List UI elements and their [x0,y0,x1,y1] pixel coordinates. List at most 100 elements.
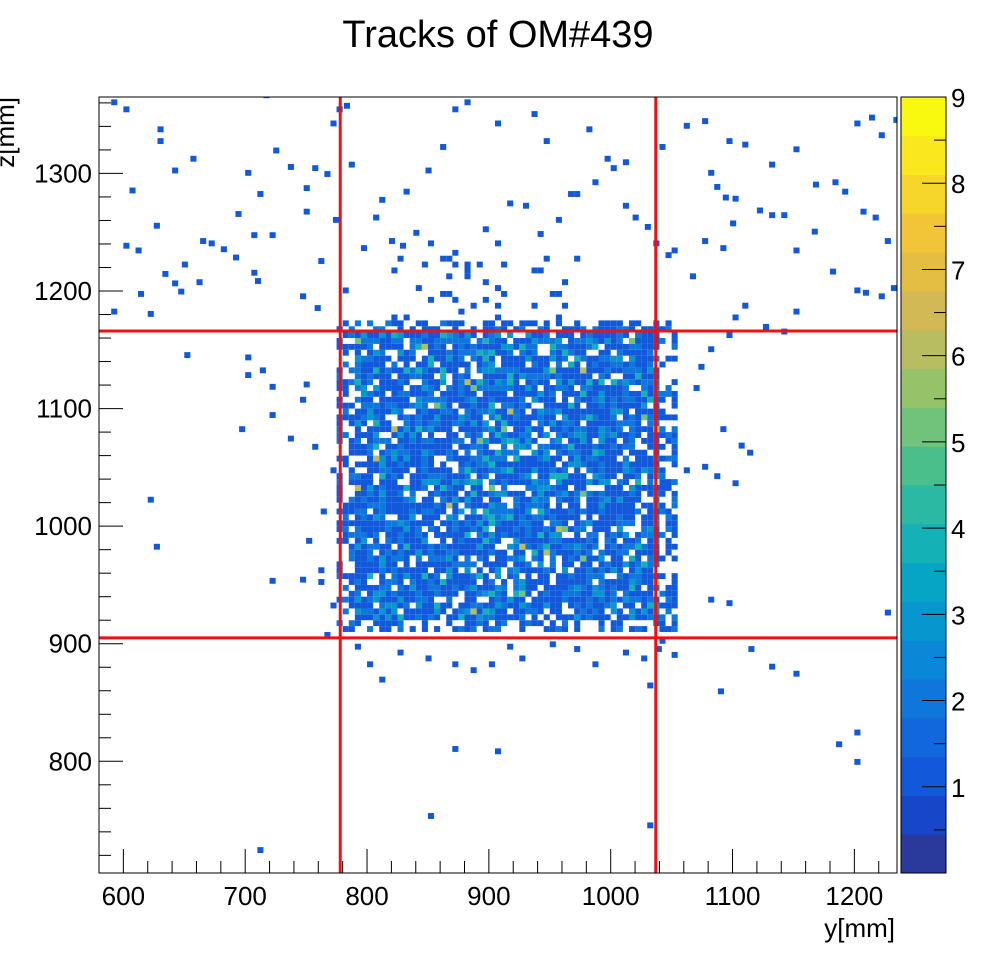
heatmap-cell [635,549,642,556]
heatmap-cell [354,573,361,580]
heatmap-cell [549,549,556,556]
heatmap-cell [671,555,678,562]
heatmap-cell [421,461,428,468]
heatmap-cell [415,602,422,609]
heatmap-cell [543,455,550,462]
heatmap-cell [555,332,562,339]
heatmap-cell [574,514,581,521]
heatmap-cell [409,449,416,456]
heatmap-cell [303,381,310,388]
heatmap-cell [531,302,538,309]
heatmap-cell [476,485,483,491]
heatmap-cell [421,261,428,268]
heatmap-cell [421,373,428,380]
heatmap-cell [464,555,471,562]
heatmap-cell [446,479,453,485]
heatmap-cell [507,461,514,468]
heatmap-cell [482,437,489,444]
colorbar-segment [901,407,946,447]
heatmap-cell [574,408,581,415]
heatmap-cell [616,526,623,533]
heatmap-cell [452,332,459,339]
heatmap-cell [610,449,617,456]
heatmap-cell [586,549,593,556]
heatmap-cell [391,549,398,556]
heatmap-cell [610,461,617,468]
heatmap-cell [452,373,459,380]
heatmap-cell [360,443,368,450]
heatmap-cell [348,496,355,503]
heatmap-cell [391,426,398,433]
heatmap-cell [543,332,550,339]
heatmap-cell [580,355,587,362]
heatmap-cell [425,167,432,174]
heatmap-cell [610,367,617,374]
heatmap-cell [397,390,404,397]
heatmap-cell [427,520,435,527]
heatmap-cell [452,390,459,397]
heatmap-cell [421,361,428,368]
heatmap-cell [592,614,599,621]
heatmap-cell [446,532,453,538]
heatmap-cell [446,561,453,568]
heatmap-cell [628,355,636,362]
heatmap-cell [622,402,629,409]
heatmap-cell [440,502,447,509]
heatmap-cell [580,385,587,391]
heatmap-cell [385,320,392,327]
heatmap-cell [354,514,361,521]
heatmap-cell [373,514,380,521]
heatmap-cell [397,402,404,409]
heatmap-cell [543,138,550,145]
heatmap-cell [494,349,502,356]
heatmap-cell [403,349,410,356]
heatmap-cell [421,320,428,327]
heatmap-cell [604,355,611,362]
heatmap-cell [482,420,489,427]
heatmap-cell [537,396,544,403]
heatmap-cell [647,390,654,397]
heatmap-cell [501,473,508,480]
heatmap-cell [610,537,617,544]
heatmap-cell [397,543,404,550]
heatmap-cell [501,420,508,427]
heatmap-cell [513,361,520,368]
heatmap-cell [464,99,471,106]
heatmap-cell [641,526,648,533]
heatmap-cell [360,408,368,415]
heatmap-cell [360,396,368,403]
heatmap-cell [537,426,544,433]
heatmap-cell [586,437,593,444]
heatmap-cell [519,608,526,615]
heatmap-cell [537,479,544,485]
heatmap-cell [482,373,489,380]
heatmap-cell [415,508,422,515]
heatmap-cell [434,532,441,538]
heatmap-cell [513,584,520,591]
heatmap-cell [427,240,435,247]
heatmap-cell [434,437,441,444]
heatmap-cell [373,608,380,615]
heatmap-cell [519,490,526,497]
heatmap-cell [580,396,587,403]
heatmap-cell [379,626,386,632]
heatmap-cell [647,614,654,621]
heatmap-cell [379,608,386,615]
heatmap-cell [592,443,599,450]
heatmap-cell [379,490,386,497]
heatmap-cell [446,602,453,609]
heatmap-cell [494,584,502,591]
heatmap-cell [543,502,550,509]
heatmap-cell [531,385,538,391]
heatmap-cell [592,361,599,368]
heatmap-cell [397,602,404,609]
heatmap-cell [555,314,562,321]
heatmap-cell [513,426,520,433]
heatmap-cell [348,332,355,339]
heatmap-cell [494,461,502,468]
heatmap-cell [494,514,502,521]
heatmap-cell [367,343,374,350]
heatmap-cell [403,596,410,603]
heatmap-cell [482,573,489,580]
heatmap-cell [488,379,495,386]
